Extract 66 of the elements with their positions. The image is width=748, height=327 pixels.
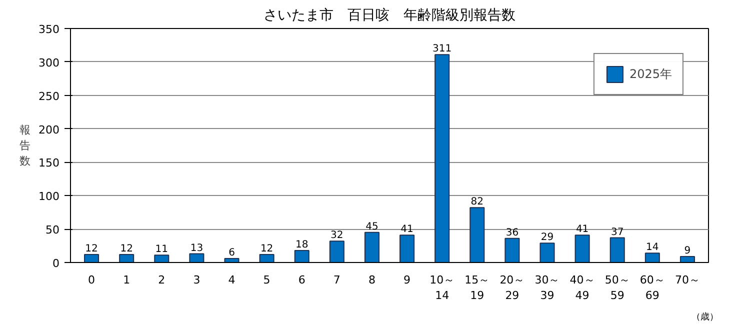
data-label: 12 [85,243,98,254]
x-tick-label: 30～ 39 [534,274,560,302]
bar [364,232,380,262]
bar [610,237,625,262]
data-label: 11 [155,244,168,256]
x-tick-label: 5 [263,274,270,286]
y-tick-label: 300 [38,56,60,70]
y-tick-label: 250 [38,90,60,103]
bar [259,254,274,262]
bar [329,240,344,262]
data-label: 32 [330,230,344,242]
bar [504,238,520,262]
x-tick-label: 2 [158,274,166,286]
data-label: 45 [366,221,378,232]
data-label: 311 [432,44,452,55]
bar [680,256,695,262]
bar [189,253,204,262]
x-tick-label: 6 [298,274,306,286]
x-tick-label: 10～ 14 [430,274,455,302]
bar [154,254,170,262]
y-tick-label: 200 [38,123,60,136]
x-tick-label: 7 [333,274,340,286]
data-label: 6 [228,247,235,258]
data-label: 9 [684,245,691,256]
bar [224,258,240,262]
x-tick-label: 1 [123,274,130,286]
x-tick-label: 70～ [674,274,700,286]
bar [470,207,485,262]
y-tick-label: 50 [46,224,60,237]
legend-label: 2025年 [629,66,672,82]
chart-title: さいたま市 百日咳 年齢階級別報告数 [264,8,516,24]
data-label: 36 [506,227,519,238]
data-label: 12 [120,243,133,254]
x-tick-label: 3 [193,274,200,286]
data-label: 41 [400,224,414,236]
data-label: 18 [296,239,308,250]
data-label: 29 [540,232,554,244]
bar [84,254,100,262]
x-tick-label: 60～ 69 [640,274,665,302]
y-tick-label: 100 [38,190,60,204]
x-tick-label: 15～ 19 [464,274,490,302]
x-tick-label: 50～ 59 [604,274,630,302]
x-tick-label: 4 [228,274,236,286]
y-tick-label: 350 [38,23,60,36]
bar [294,250,310,262]
y-axis-title: 報告数 [20,123,31,168]
text: （歳） [692,312,718,322]
bar [119,254,134,262]
data-label: 82 [470,196,484,208]
data-label: 41 [576,224,589,236]
bar [400,234,415,262]
bar [434,54,450,262]
data-label: 12 [260,243,274,254]
x-tick-label: 9 [404,274,411,286]
data-label: 14 [646,242,659,254]
x-tick-label: 0 [88,274,96,286]
x-tick-label: 40～ 49 [570,274,595,302]
data-label: 13 [190,242,204,254]
bar [540,242,555,262]
x-tick-label: 20～ 29 [500,274,525,302]
data-label: 37 [610,226,624,238]
bar [574,234,590,262]
y-tick-label: 150 [38,156,60,170]
bar [644,252,660,262]
y-tick-label: 0 [52,257,60,270]
x-tick-label: 8 [368,274,376,286]
